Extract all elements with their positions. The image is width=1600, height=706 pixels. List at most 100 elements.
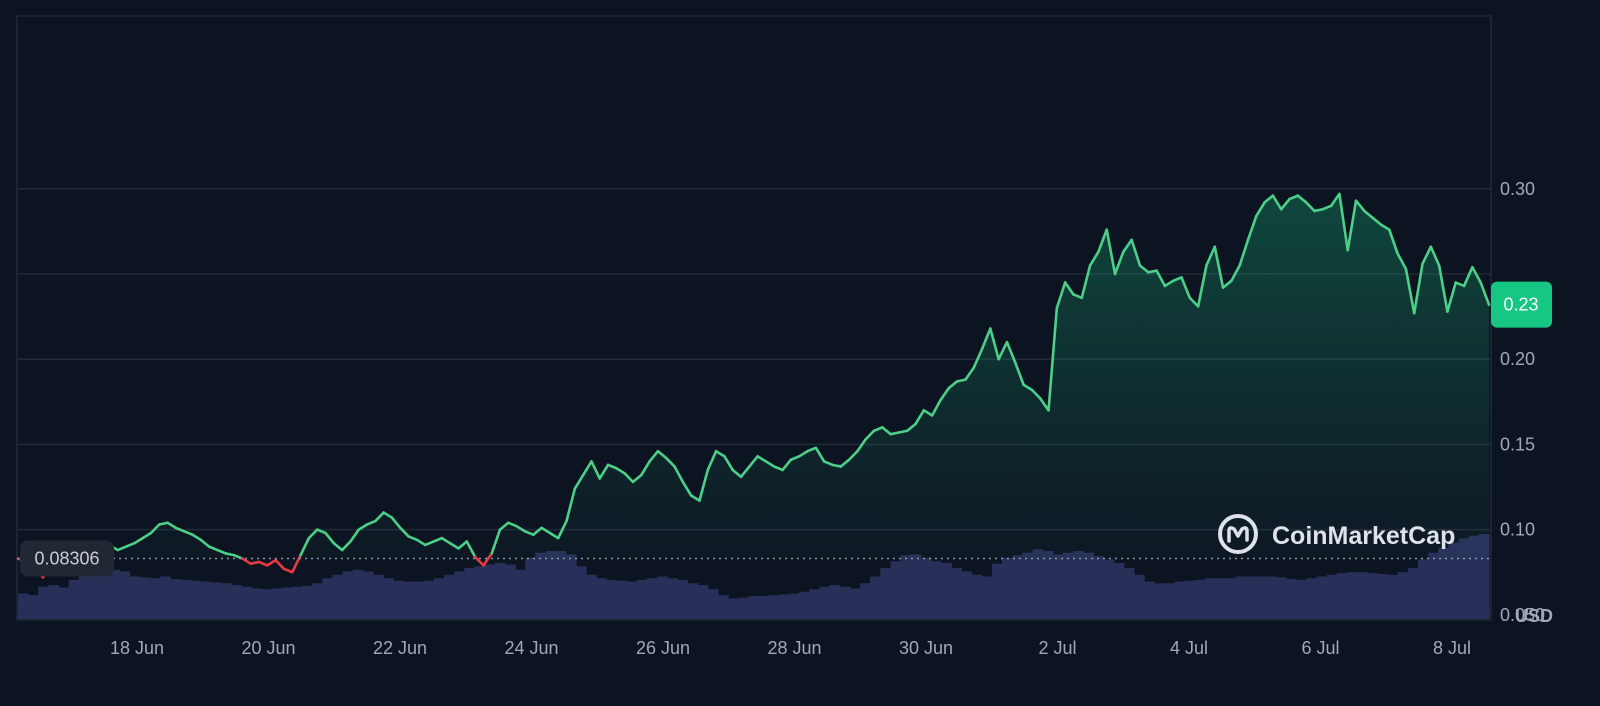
price-line-segment (673, 465, 685, 484)
volume-bar (1042, 551, 1054, 619)
open-price-label: 0.08306 (34, 548, 99, 568)
volume-bar (271, 588, 283, 619)
current-price-badge: 0.23 (1491, 281, 1552, 328)
price-line-segment (1113, 250, 1125, 276)
volume-bar (251, 588, 263, 619)
volume-bar (657, 576, 668, 619)
price-line-segment (1130, 238, 1142, 267)
volume-bar (1093, 556, 1105, 619)
volume-bar (28, 595, 39, 619)
price-line-segment (590, 460, 602, 480)
price-line-segment (1088, 250, 1100, 267)
volume-bar (291, 586, 303, 619)
volume-bar (1255, 576, 1267, 619)
volume-bar (1225, 578, 1236, 619)
price-line-segment (565, 487, 577, 523)
price-line-segment (1271, 194, 1283, 211)
volume-bar (494, 562, 506, 619)
price-line-segment (914, 409, 926, 426)
price-line-segment (307, 528, 319, 540)
price-line-segment (856, 437, 867, 453)
price-line-segment (374, 511, 385, 523)
volume-bar (991, 563, 1003, 619)
volume-bar (474, 566, 486, 619)
price-line-segment (1030, 388, 1042, 400)
price-line-segment (872, 426, 884, 433)
volume-bar (1286, 579, 1297, 619)
price-line-segment (423, 540, 435, 547)
price-line-segment (1013, 361, 1025, 387)
volume-bar (525, 557, 536, 619)
volume-bar (119, 571, 131, 619)
volume-bar (971, 574, 983, 619)
volume-bar (1387, 574, 1399, 619)
volume-bar (48, 585, 60, 619)
price-line-segment (199, 538, 211, 548)
price-line-segment (897, 429, 909, 434)
price-line-segment (905, 422, 917, 433)
volume-bar (1367, 573, 1379, 619)
volume-bar (1478, 534, 1490, 619)
price-line-segment (797, 449, 809, 458)
volume-bar (890, 561, 902, 619)
volume-bar (241, 586, 252, 619)
volume-bar (1336, 573, 1348, 619)
volume-bar (1154, 583, 1165, 619)
price-line-segment (1047, 306, 1059, 412)
price-line-segment (191, 533, 203, 542)
price-line-segment (955, 378, 967, 383)
volume-bar (1103, 559, 1115, 619)
price-line-segment (523, 530, 535, 537)
volume-bar (768, 595, 780, 619)
volume-bar (160, 576, 171, 619)
volume-bar (149, 578, 161, 619)
price-line-segment (440, 536, 452, 545)
price-line-segment (365, 519, 377, 526)
price-line-segment (1180, 276, 1192, 300)
price-line-segment (257, 560, 269, 567)
x-tick-label: 20 Jun (241, 638, 295, 658)
price-area (18, 193, 1489, 559)
price-line-segment (224, 552, 236, 557)
price-line-segment (623, 472, 635, 484)
y-tick-label: 0.10 (1500, 520, 1535, 540)
price-line-segment (207, 545, 219, 552)
x-tick-label: 26 Jun (636, 638, 690, 658)
price-line-segment (989, 327, 1000, 361)
volume-bar (941, 562, 952, 619)
open-price-badge: 0.08306 (20, 540, 114, 577)
price-line-segment (1396, 252, 1408, 271)
price-line-segment (548, 531, 560, 540)
price-line-segment (1205, 245, 1217, 267)
volume-bar (616, 580, 628, 619)
volume-bar (1417, 559, 1429, 619)
price-line-segment (997, 340, 1009, 361)
current-price-label: 0.23 (1503, 295, 1538, 315)
price-line-segment (839, 458, 851, 468)
volume-bar (444, 574, 455, 619)
volume-bar (1397, 572, 1409, 619)
price-line-segment (133, 536, 144, 545)
volume-bar (880, 568, 892, 619)
price-line-segment (980, 327, 992, 351)
price-line-segment (739, 465, 751, 479)
price-line-segment (465, 540, 477, 559)
price-line-segment (1421, 245, 1433, 266)
volume-bar (312, 583, 323, 619)
price-line-segment (349, 528, 361, 543)
volume-bars (18, 534, 1490, 619)
volume-bar (109, 569, 121, 619)
price-line-segment (1038, 397, 1050, 412)
price-line-segment (881, 426, 892, 436)
price-line-segment (482, 552, 494, 567)
price-line-segment (1254, 201, 1266, 218)
price-line-segment (556, 519, 568, 540)
price-line-segment (689, 494, 701, 502)
volume-bar (515, 569, 526, 619)
coinmarketcap-logo-icon (1218, 514, 1258, 554)
volume-bar (1326, 574, 1338, 619)
price-line-segment (357, 523, 369, 531)
price-line-segment (606, 463, 618, 470)
